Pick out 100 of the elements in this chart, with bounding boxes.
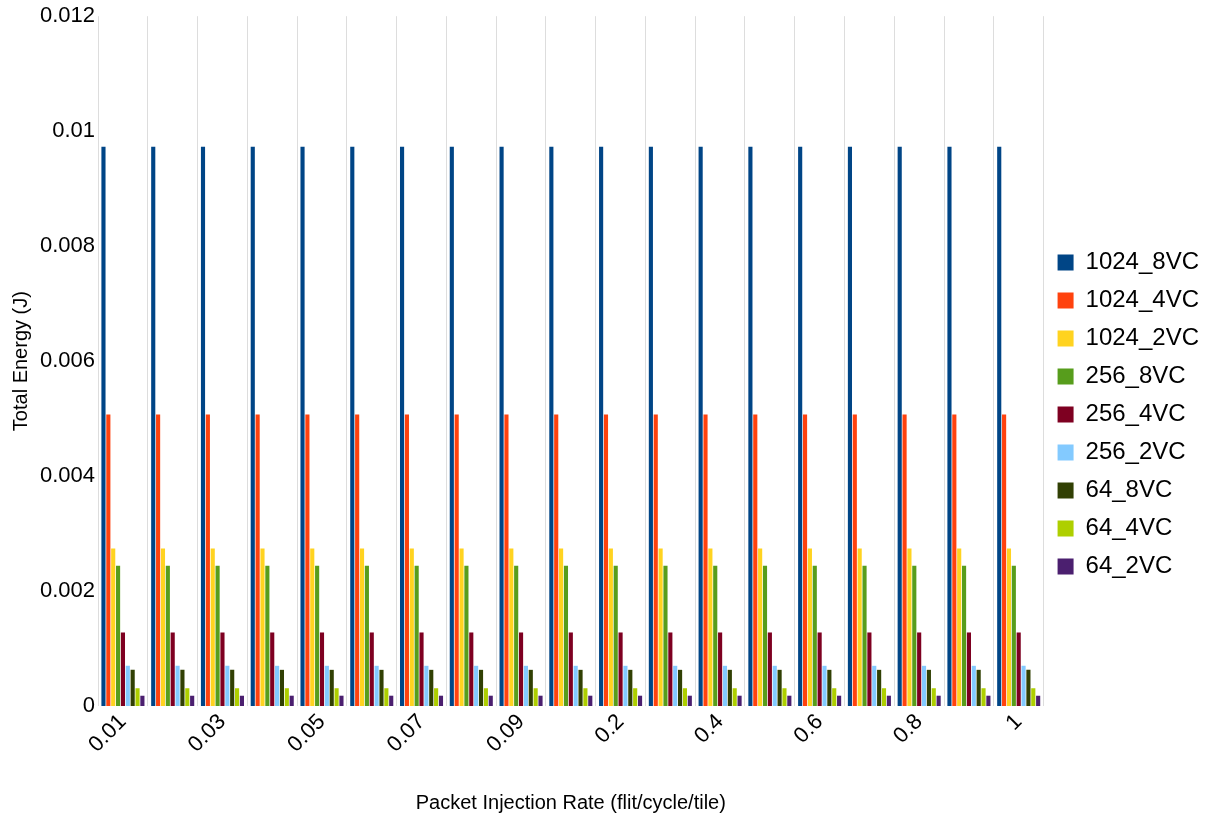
bar bbox=[111, 548, 116, 707]
x-tick-label: 0.03 bbox=[182, 708, 231, 757]
bar bbox=[474, 665, 479, 707]
bar bbox=[234, 688, 240, 707]
y-axis-title: Total Energy (J) bbox=[8, 291, 31, 432]
bar bbox=[175, 665, 180, 707]
bar bbox=[907, 548, 912, 707]
bar bbox=[952, 414, 957, 707]
bar bbox=[185, 688, 190, 707]
bar bbox=[628, 669, 633, 707]
bar bbox=[563, 565, 569, 707]
bar bbox=[812, 565, 817, 707]
bar bbox=[399, 146, 405, 707]
bar bbox=[588, 695, 593, 707]
bar bbox=[658, 548, 663, 707]
bar bbox=[265, 565, 270, 707]
bar bbox=[523, 665, 528, 707]
bar bbox=[464, 565, 469, 707]
bar bbox=[867, 632, 872, 707]
bar bbox=[101, 146, 106, 707]
bar bbox=[469, 632, 474, 707]
bar bbox=[917, 632, 922, 707]
bar bbox=[255, 414, 260, 707]
bar bbox=[886, 695, 891, 707]
bar bbox=[713, 565, 718, 707]
bar bbox=[673, 665, 678, 707]
bar bbox=[319, 632, 325, 707]
x-tick-label: 0.09 bbox=[480, 708, 529, 757]
bar bbox=[1026, 669, 1031, 707]
bar bbox=[568, 632, 573, 707]
bar bbox=[279, 669, 285, 707]
bar bbox=[633, 688, 638, 707]
bar bbox=[554, 414, 559, 707]
bar bbox=[976, 669, 981, 707]
bar bbox=[483, 688, 488, 707]
bar bbox=[837, 695, 842, 707]
bar bbox=[180, 669, 185, 707]
bar bbox=[409, 548, 414, 707]
bar bbox=[270, 632, 275, 707]
bar bbox=[832, 688, 837, 707]
bar bbox=[414, 565, 419, 707]
bar bbox=[1006, 548, 1012, 707]
x-axis-title: Packet Injection Rate (flit/cycle/tile) bbox=[415, 790, 726, 813]
bar bbox=[678, 669, 683, 707]
bar bbox=[364, 565, 369, 707]
bar bbox=[877, 669, 882, 707]
bar bbox=[573, 665, 578, 707]
bar bbox=[926, 669, 931, 707]
bar bbox=[334, 688, 339, 707]
bar bbox=[732, 688, 737, 707]
bar bbox=[668, 632, 673, 707]
legend-label: 1024_2VC bbox=[1085, 323, 1200, 351]
bar bbox=[310, 548, 315, 707]
x-tick-label: 1 bbox=[1000, 708, 1027, 735]
bar bbox=[116, 565, 121, 707]
bar bbox=[722, 665, 728, 707]
bar bbox=[528, 669, 533, 707]
bar bbox=[454, 414, 459, 707]
bar bbox=[1036, 695, 1041, 707]
bar bbox=[1021, 665, 1026, 707]
bar bbox=[160, 548, 166, 707]
x-tick-label: 0.6 bbox=[788, 708, 828, 748]
bar bbox=[682, 688, 688, 707]
bar bbox=[758, 548, 763, 707]
legend-label: 64_4VC bbox=[1085, 513, 1173, 541]
bar bbox=[807, 548, 812, 707]
bar bbox=[459, 548, 464, 707]
bar bbox=[772, 665, 777, 707]
bar bbox=[369, 632, 374, 707]
bar bbox=[230, 669, 235, 707]
bar bbox=[350, 146, 355, 707]
bar bbox=[777, 669, 782, 707]
bar bbox=[504, 414, 509, 707]
bar bbox=[936, 695, 941, 707]
bar bbox=[225, 665, 230, 707]
bar bbox=[931, 688, 936, 707]
bar bbox=[762, 565, 768, 707]
y-tick-label: 0.012 bbox=[39, 2, 96, 28]
bar bbox=[997, 146, 1002, 707]
bar bbox=[648, 146, 653, 707]
bar bbox=[429, 669, 434, 707]
bar bbox=[438, 695, 444, 707]
bar bbox=[250, 146, 255, 707]
bar bbox=[284, 688, 289, 707]
bar bbox=[215, 565, 220, 707]
bar bbox=[782, 688, 787, 707]
bar bbox=[787, 695, 792, 707]
bar bbox=[971, 665, 976, 707]
bar bbox=[603, 414, 609, 707]
bar bbox=[663, 565, 668, 707]
bar bbox=[210, 548, 215, 707]
bar bbox=[499, 146, 504, 707]
bar bbox=[748, 146, 753, 707]
bar bbox=[324, 665, 329, 707]
bar bbox=[947, 146, 952, 707]
bar bbox=[359, 548, 365, 707]
bar bbox=[514, 565, 519, 707]
bar bbox=[419, 632, 424, 707]
bar bbox=[827, 669, 832, 707]
bar bbox=[957, 548, 962, 707]
